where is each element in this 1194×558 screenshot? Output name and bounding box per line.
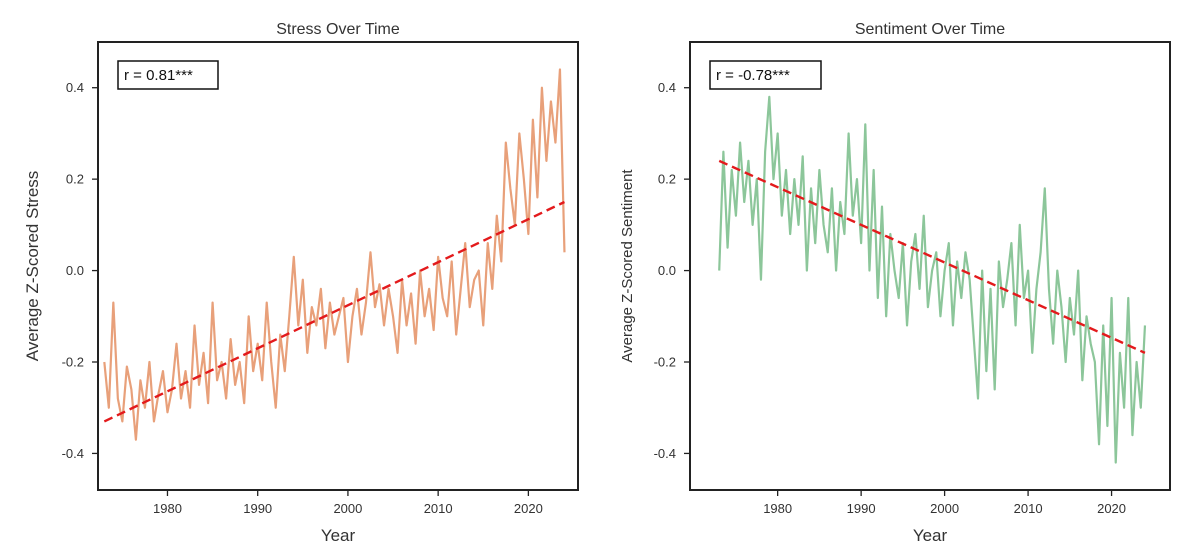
regression-trend-line (103, 200, 565, 423)
series-line (103, 68, 566, 441)
x-axis-label: Year (321, 526, 356, 545)
y-tick-label: 0.4 (66, 80, 84, 95)
trend-line (103, 200, 565, 423)
x-tick-label: 2020 (1097, 501, 1126, 516)
x-tick-label: 2000 (333, 501, 362, 516)
x-axis-label: Year (913, 526, 948, 545)
y-tick-label: -0.2 (654, 355, 676, 370)
y-tick-label: 0.4 (658, 80, 676, 95)
plot-frame (97, 41, 579, 491)
x-tick-label: 1980 (763, 501, 792, 516)
y-tick-label: 0.2 (658, 172, 676, 187)
y-tick-label: 0.0 (658, 263, 676, 278)
y-axis-label: Average Z-Scored Sentiment (619, 169, 636, 363)
y-tick-label: -0.4 (62, 446, 84, 461)
plot-area (97, 41, 579, 491)
x-tick-label: 1990 (847, 501, 876, 516)
x-tick-label: 2010 (424, 501, 453, 516)
annotation-box: r = -0.78*** (709, 60, 822, 90)
grid-and-ticks: 1980 1990 2000 2010 2020 -0.4 -0.2 0.0 0.2 0.4 (654, 80, 1126, 516)
chart-title: Sentiment Over Time (855, 21, 1005, 38)
x-tick-label: 2000 (930, 501, 959, 516)
x-tick-label: 1990 (243, 501, 272, 516)
annotation-text: r = -0.78*** (716, 67, 790, 84)
annotation-frame (117, 60, 219, 90)
x-tick-label: 1980 (153, 501, 182, 516)
chart-title: Stress Over Time (276, 21, 400, 38)
regression-trend-line (718, 159, 1146, 354)
plot-frame (689, 41, 1171, 491)
chart-sentiment: Sentiment Over Time 1980 1990 2000 2010 2020… (619, 21, 1171, 545)
annotation-frame (709, 60, 822, 90)
y-tick-label: -0.4 (654, 446, 676, 461)
series-path-sentiment (718, 95, 1147, 464)
x-tick-label: 2010 (1014, 501, 1043, 516)
annotation-box: r = 0.81*** (117, 60, 219, 90)
grid-and-ticks: 1980 1990 2000 2010 2020 -0.4 -0.2 0.0 0.2 0.4 (62, 80, 543, 516)
annotation-text: r = 0.81*** (124, 67, 193, 84)
chart-stress: Stress Over Time 1980 1990 2000 2010 2020 -0.… (23, 21, 579, 545)
y-tick-label: 0.2 (66, 172, 84, 187)
y-tick-label: -0.2 (62, 355, 84, 370)
series-line (718, 95, 1147, 464)
trend-line (718, 159, 1146, 354)
y-tick-label: 0.0 (66, 263, 84, 278)
series-path-stress (103, 68, 566, 441)
x-tick-label: 2020 (514, 501, 543, 516)
y-axis-label: Average Z-Scored Stress (23, 171, 42, 362)
plot-area (689, 41, 1171, 491)
